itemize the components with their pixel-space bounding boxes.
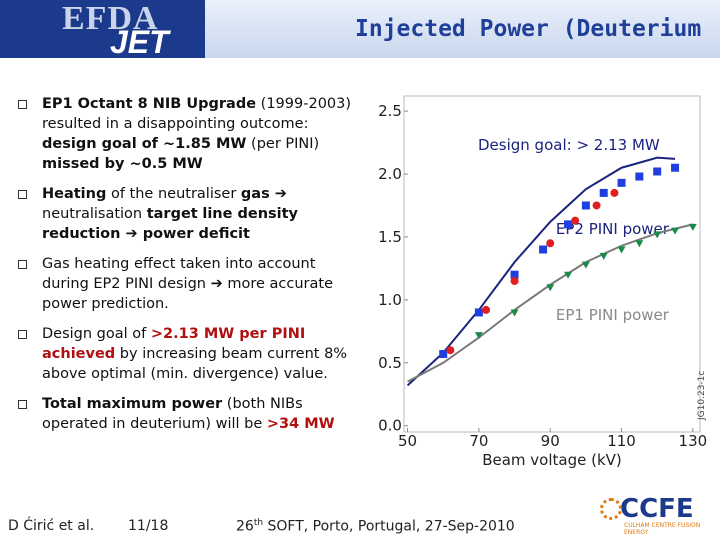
text-run: (both NIBs operated in deuterium) will b… <box>42 396 303 432</box>
text-run: line density reduction ➔ power deficit <box>42 206 299 242</box>
point <box>474 332 483 340</box>
point <box>617 178 626 187</box>
annotation: JG10.23-1c <box>697 371 707 421</box>
point <box>592 201 601 210</box>
point <box>474 308 483 317</box>
point <box>581 201 590 210</box>
bullet: EP1 Octant 8 NIB Upgrade (1999-2003) res… <box>18 94 353 174</box>
logo: EFDA JET <box>0 0 205 58</box>
logo-text: EFDA <box>62 0 159 37</box>
text: SOFT, Porto, Portugal, 27-Sep-2010 <box>263 518 515 535</box>
text: th <box>253 518 264 528</box>
plot-frame <box>403 95 701 433</box>
logo-text: CULHAM CENTRE FUSION ENERGY <box>624 522 720 536</box>
x-tick-label: 110 <box>607 432 636 450</box>
text-run: missed by ~0.5 MW <box>42 156 203 172</box>
point <box>571 216 580 225</box>
point <box>539 245 548 254</box>
series-label: EP1 PINI power <box>556 306 670 324</box>
text-run: (1999-2003) resulted in a disappointing … <box>42 96 352 132</box>
bullet: Heating of the neutraliser gas ➔ neutral… <box>18 184 353 244</box>
text-run: >2.13 MW per PINI achieved <box>42 326 306 362</box>
series-label: EP2 PINI power <box>556 220 670 238</box>
y-tick-label: 1.5 <box>378 228 402 246</box>
x-tick-label: 50 <box>398 432 417 450</box>
text-run: neutralisation <box>42 206 147 222</box>
point <box>581 261 590 269</box>
line <box>406 156 676 387</box>
point <box>564 220 573 229</box>
text-run: target <box>146 206 198 222</box>
header: EFDA JET Injected Power (Deuterium <box>0 0 720 58</box>
x-tick-label: 90 <box>541 432 560 450</box>
conference: 26th SOFT, Porto, Portugal, 27-Sep-2010 <box>236 518 515 535</box>
point <box>599 252 608 260</box>
page-number: 11/18 <box>128 518 169 534</box>
point <box>688 223 697 231</box>
point <box>599 188 608 197</box>
y-tick-label: 2.5 <box>378 102 402 120</box>
author: D Ćirić et al. <box>8 518 95 534</box>
point <box>510 276 519 285</box>
annotation: Design goal: > 2.13 MW <box>478 136 660 154</box>
bullet: Gas heating effect taken into account du… <box>18 254 353 314</box>
point <box>671 163 680 172</box>
y-tick-label: 1.0 <box>378 291 402 309</box>
x-tick-label: 130 <box>679 432 708 450</box>
logo-icon <box>600 498 622 520</box>
point <box>546 284 555 292</box>
text: 26 <box>236 518 254 535</box>
x-tick-label: 70 <box>469 432 488 450</box>
text-run: Gas heating effect taken into account du… <box>42 256 333 312</box>
point <box>510 270 519 279</box>
text-run: >34 MW <box>266 416 335 432</box>
logo-text: JET <box>110 24 169 58</box>
text-run: of the neutraliser <box>106 186 241 202</box>
slide-title: Injected Power (Deuterium <box>355 16 702 42</box>
y-tick-label: 0.0 <box>378 417 402 435</box>
point <box>635 240 644 248</box>
logo-text: CCFE <box>620 494 694 524</box>
text: CULHAM CENTRE <box>624 522 676 529</box>
point <box>610 188 619 197</box>
point <box>510 309 519 317</box>
point <box>653 231 662 239</box>
text-run: EP1 Octant 8 NIB Upgrade <box>42 96 257 112</box>
text-run: Total maximum power <box>42 396 223 412</box>
point <box>482 305 491 314</box>
point <box>671 227 680 235</box>
y-tick-label: 2.0 <box>378 165 402 183</box>
point <box>653 167 662 176</box>
bullet: Design goal of >2.13 MW per PINI achieve… <box>18 324 353 384</box>
bullet: Total maximum power (both NIBs operated … <box>18 394 353 434</box>
point <box>617 246 626 254</box>
text-run: (per PINI) <box>246 136 320 152</box>
x-axis-label: Beam voltage (kV) <box>482 451 622 469</box>
point <box>439 349 448 358</box>
text-run: Design goal of <box>42 326 151 342</box>
text-run: by increasing beam current 8% above opti… <box>42 346 348 382</box>
ccfe-logo: CCFE CULHAM CENTRE FUSION ENERGY <box>600 494 720 536</box>
point <box>546 239 555 248</box>
point <box>635 172 644 181</box>
point <box>446 346 455 355</box>
text-run: design goal of ~1.85 MW <box>42 136 247 152</box>
text-run: Heating <box>42 186 107 202</box>
bullet-list: EP1 Octant 8 NIB Upgrade (1999-2003) res… <box>18 94 353 444</box>
y-tick-label: 0.5 <box>378 354 402 372</box>
line <box>407 223 694 383</box>
text-run: gas ➔ <box>240 186 287 202</box>
point <box>564 271 573 279</box>
text: FUSION ENERGY <box>624 522 701 536</box>
